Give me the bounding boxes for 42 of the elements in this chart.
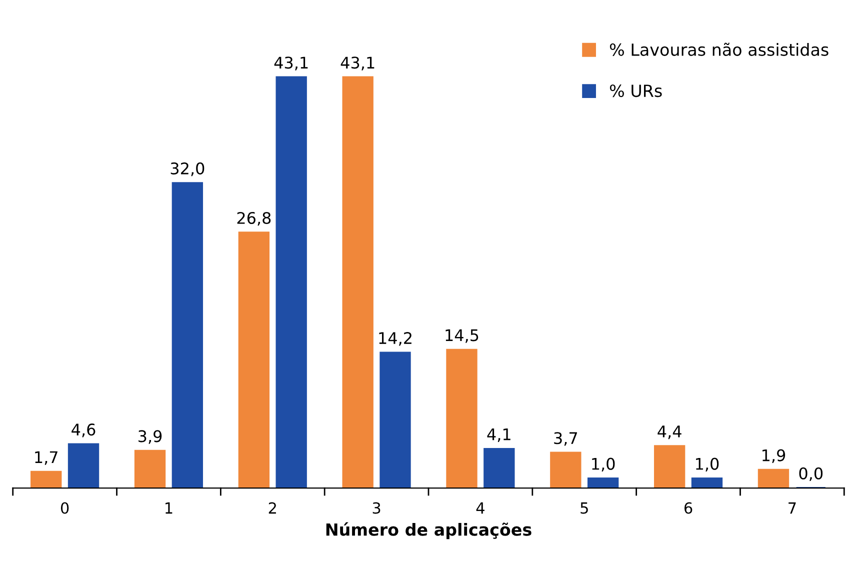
data-label: 0,0 xyxy=(799,467,823,482)
x-tick-label: 3 xyxy=(372,502,380,514)
bar xyxy=(172,182,204,488)
x-tick-label: 2 xyxy=(268,502,276,514)
bar xyxy=(68,443,100,488)
x-tick-label: 5 xyxy=(580,502,588,514)
bar xyxy=(30,470,62,488)
legend-label: % Lavouras não assistidas xyxy=(610,42,828,56)
bar xyxy=(587,477,619,488)
data-label: 43,1 xyxy=(340,56,374,70)
x-tick-label: 6 xyxy=(684,502,692,514)
bar xyxy=(134,450,166,488)
data-label: 1,0 xyxy=(592,458,615,472)
data-label: 1,9 xyxy=(762,449,786,463)
x-axis-title: Número de aplicações xyxy=(326,522,532,540)
bar xyxy=(276,76,307,488)
data-label: 3,7 xyxy=(554,432,577,446)
bar xyxy=(238,232,270,488)
bar xyxy=(446,348,478,488)
bar xyxy=(484,448,515,488)
data-label: 14,5 xyxy=(446,329,478,343)
data-label: 43,1 xyxy=(274,56,308,70)
data-label: 4,4 xyxy=(658,426,682,440)
data-label: 3,9 xyxy=(138,430,162,444)
data-label: 14,2 xyxy=(379,332,412,346)
bar xyxy=(654,445,686,488)
x-tick-label: 1 xyxy=(166,502,172,514)
bar xyxy=(342,76,374,488)
x-tick-label: 4 xyxy=(476,502,484,514)
legend-label: % URs xyxy=(610,84,662,98)
bar xyxy=(691,477,723,488)
bar xyxy=(550,452,582,488)
data-label: 1,0 xyxy=(696,458,719,472)
data-label: 26,8 xyxy=(237,212,271,226)
data-label: 32,0 xyxy=(170,162,204,176)
bar xyxy=(758,468,790,488)
data-label: 4,1 xyxy=(487,428,510,442)
bar xyxy=(380,352,411,488)
x-tick-label: 7 xyxy=(788,502,796,514)
x-tick-label: 0 xyxy=(60,502,69,514)
data-label: 1,7 xyxy=(35,451,58,465)
data-label: 4,6 xyxy=(72,424,96,438)
